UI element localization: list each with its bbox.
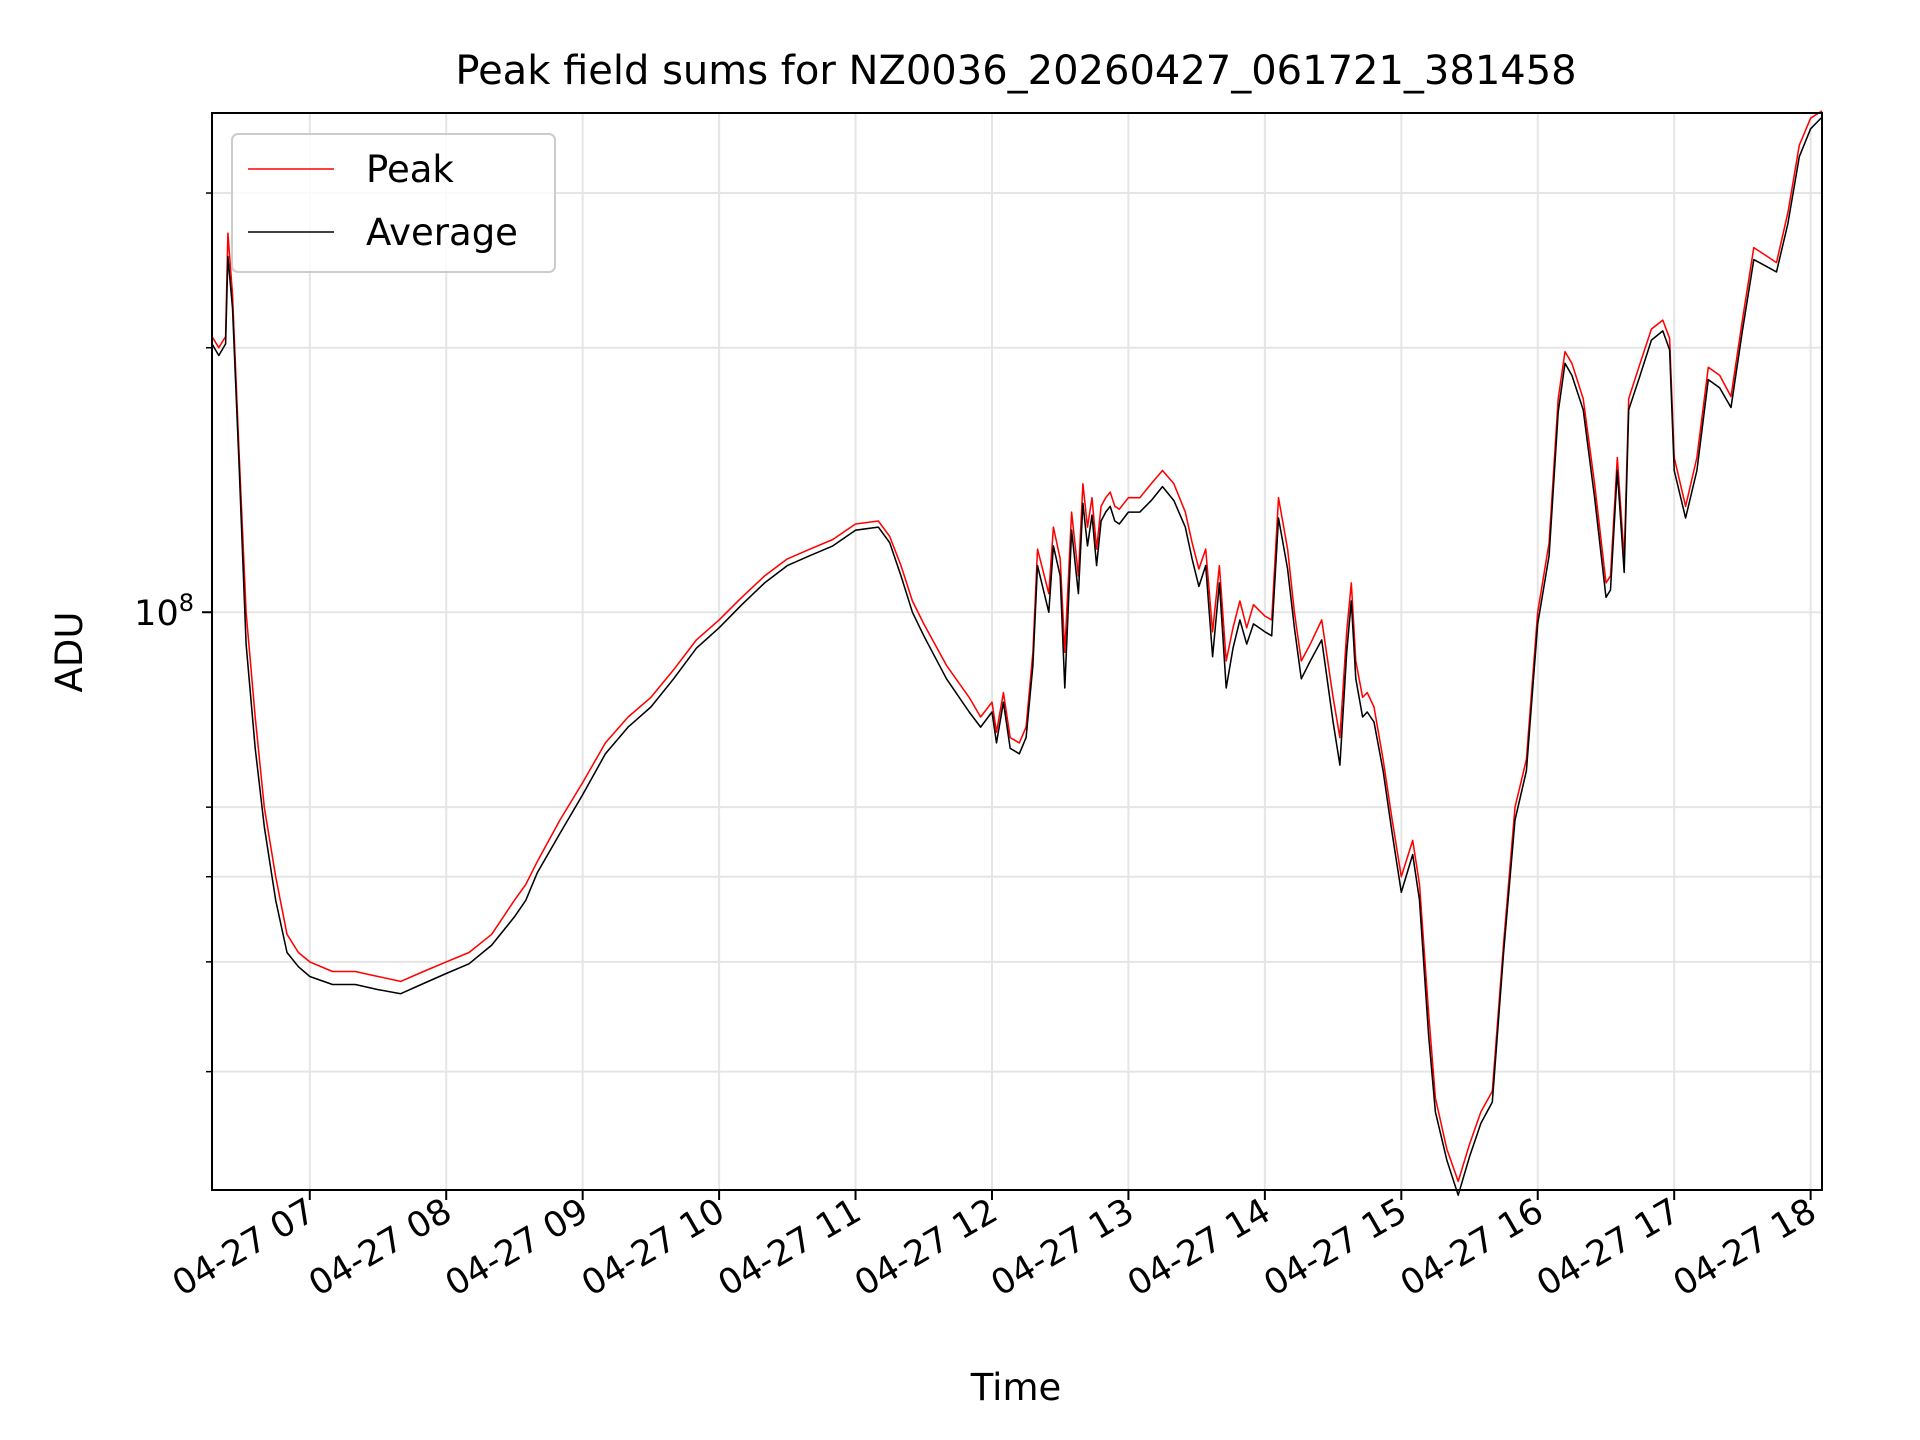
- legend: Peak Average: [231, 133, 556, 273]
- plot-frame: [211, 112, 1823, 1191]
- legend-label-average: Average: [366, 211, 518, 254]
- series-lines: [211, 110, 1823, 1196]
- gridlines: [212, 113, 1822, 1190]
- chart-title: Peak field sums for NZ0036_20260427_0617…: [455, 48, 1576, 94]
- series-line-peak: [211, 110, 1823, 1183]
- series-line-average: [211, 116, 1823, 1196]
- y-axis-ticks: 108: [134, 192, 212, 1073]
- legend-label-peak: Peak: [366, 148, 454, 191]
- x-axis-label: Time: [970, 1366, 1062, 1409]
- y-axis-label: ADU: [48, 612, 91, 693]
- y-tick-label: 108: [134, 589, 194, 634]
